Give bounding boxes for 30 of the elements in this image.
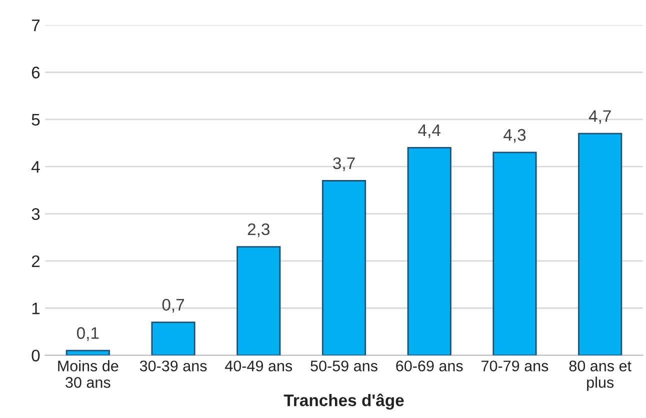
x-tick-label: 80 ans et plus	[569, 360, 632, 391]
data-label: 0,1	[76, 327, 99, 341]
y-tick-label: 4	[31, 161, 40, 173]
x-tick-label: 50-59 ans	[310, 360, 378, 372]
y-tick-label: 2	[32, 255, 40, 267]
data-label: 0,7	[162, 298, 184, 313]
x-tick-label: 30-39 ans	[140, 360, 207, 372]
bar	[66, 350, 110, 356]
data-label: 2,3	[248, 223, 270, 238]
y-tick-label: 0	[32, 350, 40, 362]
y-tick-label: 6	[32, 66, 40, 78]
x-tick-label: 60-69 ans	[396, 360, 463, 372]
data-label: 4,4	[418, 124, 440, 138]
x-tick-label: Moins de 30 ans	[58, 360, 118, 388]
bar	[151, 322, 196, 356]
data-label: 3,7	[333, 157, 355, 172]
bar	[492, 152, 537, 356]
x-axis-title: Tranches d'âge	[284, 394, 404, 410]
data-label: 4,3	[504, 129, 526, 143]
bar	[236, 246, 281, 356]
y-tick-label: 7	[32, 20, 40, 32]
bar	[322, 180, 366, 356]
y-tick-label: 1	[32, 302, 40, 314]
x-tick-label: 70-79 ans	[482, 360, 548, 372]
bar	[578, 132, 622, 356]
x-tick-label: 40-49 ans	[225, 360, 292, 372]
bar	[407, 147, 452, 356]
y-tick-label: 5	[32, 114, 40, 126]
data-label: 4,7	[588, 110, 611, 124]
y-tick-label: 3	[32, 208, 40, 220]
